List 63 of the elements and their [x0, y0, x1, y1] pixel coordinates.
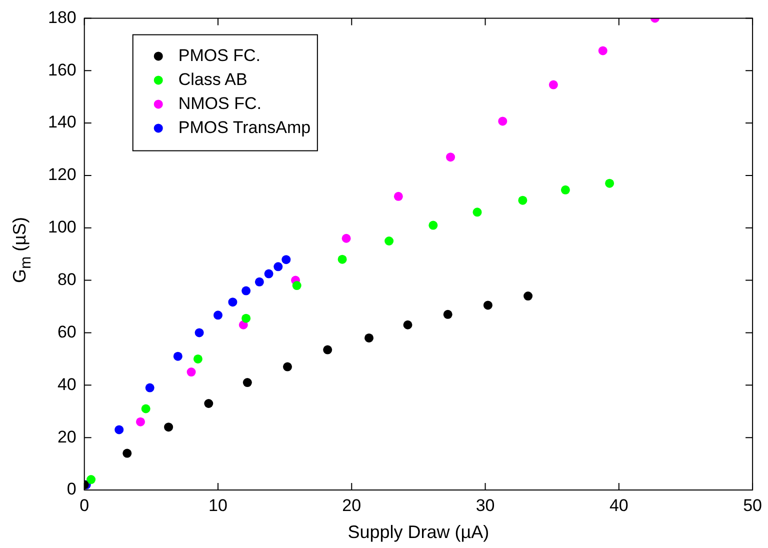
point: [443, 310, 452, 319]
y-tick-label: 80: [57, 270, 76, 289]
point: [164, 422, 174, 432]
point: [141, 404, 150, 414]
point: [342, 234, 351, 243]
x-tick-label: 0: [80, 496, 90, 515]
y-tick-label: 120: [48, 165, 76, 184]
point: [364, 333, 374, 342]
point: [394, 192, 403, 201]
point: [86, 475, 96, 484]
legend-label: PMOS FC.: [178, 46, 261, 65]
point: [403, 320, 412, 330]
point: [323, 345, 332, 354]
point: [264, 269, 274, 278]
x-tick-label: 30: [476, 496, 495, 515]
point: [193, 354, 202, 364]
point: [186, 368, 196, 377]
x-axis-title: Supply Draw (µA): [348, 522, 490, 542]
point: [605, 178, 614, 188]
point: [282, 362, 292, 372]
legend-label: PMOS TransAmp: [178, 118, 311, 137]
y-tick-label: 140: [48, 112, 76, 132]
point: [214, 310, 222, 320]
x-tick-label: 20: [342, 496, 362, 515]
point: [122, 448, 132, 458]
point: [292, 281, 302, 290]
point: [136, 417, 145, 426]
point: [518, 196, 528, 205]
point: [384, 236, 394, 246]
y-tick-label: 160: [48, 60, 76, 80]
x-tick-label: 40: [609, 496, 628, 515]
point: [173, 352, 182, 361]
point: [548, 80, 558, 90]
point: [338, 254, 347, 264]
x-tick-label: 10: [208, 496, 228, 515]
y-tick-label: 40: [57, 374, 76, 394]
x-tick-label: 50: [743, 496, 762, 515]
point: [242, 378, 252, 388]
y-tick-label: 0: [66, 480, 76, 499]
point: [483, 300, 492, 310]
y-tick-label: 180: [48, 8, 76, 27]
point: [598, 46, 608, 56]
point: [194, 328, 204, 338]
point: [498, 116, 508, 126]
legend-label: NMOS FC.: [178, 94, 262, 113]
point: [282, 255, 291, 264]
y-tick-label: 60: [57, 322, 76, 342]
point: [242, 286, 251, 296]
point: [524, 292, 533, 301]
point: [145, 383, 154, 392]
point: [254, 277, 264, 286]
point: [114, 425, 124, 434]
y-tick-label: 20: [57, 427, 76, 446]
point: [204, 399, 214, 408]
y-tick-label: 100: [48, 218, 76, 237]
point: [274, 262, 283, 272]
legend-label: Class AB: [178, 70, 248, 89]
point: [242, 314, 251, 323]
point: [446, 152, 456, 162]
point: [428, 220, 438, 230]
point: [472, 208, 482, 217]
point: [228, 298, 238, 307]
point: [560, 185, 570, 194]
